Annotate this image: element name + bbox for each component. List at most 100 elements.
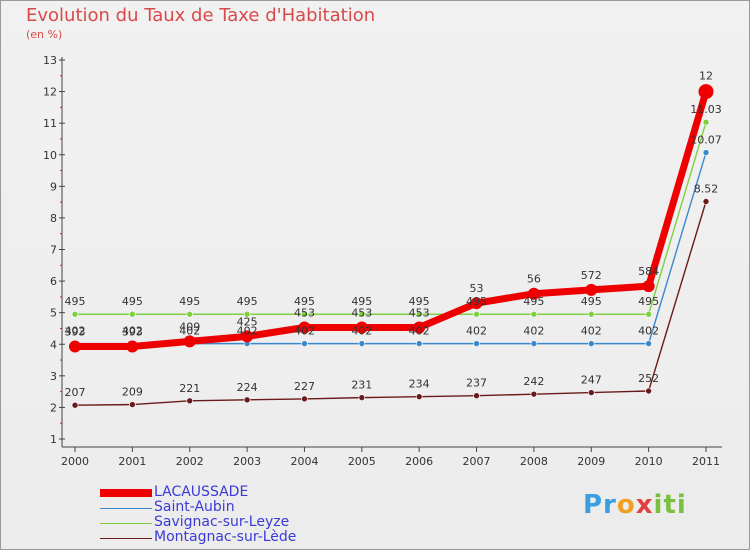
data-point-lacaussade	[355, 321, 368, 334]
data-label-montagnac: 224	[237, 381, 258, 394]
x-tick-label: 2009	[577, 455, 605, 468]
data-point-montagnac	[301, 395, 308, 403]
data-label-saint-aubin: 402	[294, 325, 315, 338]
data-label-savignac: 495	[65, 295, 86, 308]
y-tick-label: 6	[50, 275, 57, 288]
y-tick-label: 4	[50, 338, 57, 351]
y-tick-label: 11	[43, 117, 57, 130]
data-label-savignac: 495	[466, 295, 487, 308]
data-point-montagnac	[71, 401, 79, 409]
data-point-lacaussade	[183, 335, 196, 348]
data-label-savignac: 495	[237, 295, 258, 308]
series-line-savignac	[74, 121, 707, 315]
data-point-montagnac	[243, 396, 251, 404]
legend-item: LACAUSSADE	[100, 484, 360, 500]
data-point-montagnac	[645, 387, 652, 395]
chart-series-lines	[71, 88, 710, 406]
data-point-montagnac	[415, 393, 423, 400]
x-tick-label: 2003	[233, 455, 261, 468]
data-label-montagnac: 234	[409, 378, 430, 391]
data-point-saint-aubin	[587, 340, 595, 347]
chart-subtitle: (en %)	[26, 28, 63, 41]
data-label-saint-aubin: 402	[351, 325, 372, 338]
data-point-savignac	[129, 310, 136, 318]
data-label-montagnac: 237	[466, 377, 487, 390]
chart-series-markers	[69, 84, 714, 409]
x-tick-label: 2004	[290, 455, 318, 468]
x-tick-label: 2008	[520, 455, 548, 468]
data-label-montagnac: 252	[638, 372, 659, 385]
data-label-saint-aubin: 402	[179, 325, 200, 338]
data-label-savignac: 495	[523, 295, 544, 308]
data-point-lacaussade	[698, 84, 714, 100]
x-tick-label: 2001	[118, 455, 146, 468]
data-label-montagnac: 209	[122, 386, 143, 399]
data-point-saint-aubin	[301, 340, 308, 347]
data-label-saint-aubin: 402	[237, 325, 258, 338]
data-label-lacaussade: 572	[581, 269, 602, 282]
data-point-montagnac	[358, 394, 366, 401]
data-point-saint-aubin	[415, 340, 423, 347]
legend-item: Savignac-sur-Leyze	[100, 514, 360, 530]
data-point-lacaussade	[527, 287, 540, 300]
data-label-saint-aubin: 402	[581, 325, 602, 338]
y-tick-label: 3	[50, 370, 57, 383]
y-tick-label: 2	[50, 401, 57, 414]
data-label-lacaussade: 393	[65, 325, 86, 338]
legend-label: LACAUSSADE	[154, 484, 249, 500]
logo-part: iti	[653, 490, 687, 520]
data-label-montagnac: 8.52	[694, 182, 719, 195]
data-label-montagnac: 247	[581, 374, 602, 387]
data-point-lacaussade	[69, 340, 81, 353]
data-label-saint-aubin: 402	[409, 325, 430, 338]
legend-label: Savignac-sur-Leyze	[154, 514, 290, 530]
x-tick-label: 2006	[405, 455, 433, 468]
legend-swatch	[100, 489, 152, 497]
chart-data-labels: 207 209 221 224 227 231 234 237 242 247 252 8.52 495…	[65, 70, 722, 400]
data-label-lacaussade: 53	[470, 282, 484, 295]
data-point-saint-aubin	[702, 149, 710, 156]
data-label-lacaussade: 12	[699, 70, 713, 83]
logo-part: x	[635, 490, 654, 520]
data-point-montagnac	[473, 392, 480, 400]
data-label-savignac: 495	[638, 295, 659, 308]
data-label-savignac: 11.03	[690, 103, 722, 116]
data-label-montagnac: 221	[179, 382, 200, 395]
data-label-saint-aubin: 402	[65, 325, 86, 338]
data-label-savignac: 495	[179, 295, 200, 308]
data-label-savignac: 495	[409, 295, 430, 308]
data-point-lacaussade	[470, 297, 483, 310]
data-label-savignac: 495	[122, 295, 143, 308]
y-tick-label: 10	[43, 149, 57, 162]
data-point-lacaussade	[241, 330, 254, 343]
logo-part: Pr	[583, 490, 617, 520]
data-point-saint-aubin	[530, 340, 538, 347]
data-point-lacaussade	[126, 340, 139, 353]
series-line-saint-aubin	[74, 151, 707, 345]
data-label-lacaussade: 56	[527, 273, 541, 286]
data-label-lacaussade: 453	[294, 307, 315, 320]
data-point-savignac	[301, 310, 308, 318]
legend-label: Saint-Aubin	[154, 499, 235, 515]
data-point-savignac	[415, 310, 423, 318]
y-tick-label: 13	[43, 54, 57, 67]
data-label-lacaussade: 409	[179, 320, 200, 333]
data-label-montagnac: 242	[523, 375, 544, 388]
chart-legend: LACAUSSADE Saint-Aubin Savignac-sur-Leyz…	[100, 484, 360, 545]
data-label-lacaussade: 453	[409, 307, 430, 320]
data-point-savignac	[530, 310, 538, 318]
y-tick-label: 5	[50, 307, 57, 320]
data-label-savignac: 495	[351, 295, 372, 308]
chart-title: Evolution du Taux de Taxe d'Habitation	[26, 5, 376, 26]
x-tick-label: 2007	[463, 455, 491, 468]
y-tick-label: 12	[43, 86, 57, 99]
data-point-montagnac	[186, 397, 194, 405]
x-tick-label: 2011	[692, 455, 720, 468]
x-tick-label: 2005	[348, 455, 376, 468]
data-point-savignac	[243, 310, 251, 318]
legend-item: Saint-Aubin	[100, 499, 360, 515]
legend-swatch	[100, 537, 152, 539]
data-point-montagnac	[587, 389, 595, 396]
data-label-montagnac: 227	[294, 380, 315, 393]
